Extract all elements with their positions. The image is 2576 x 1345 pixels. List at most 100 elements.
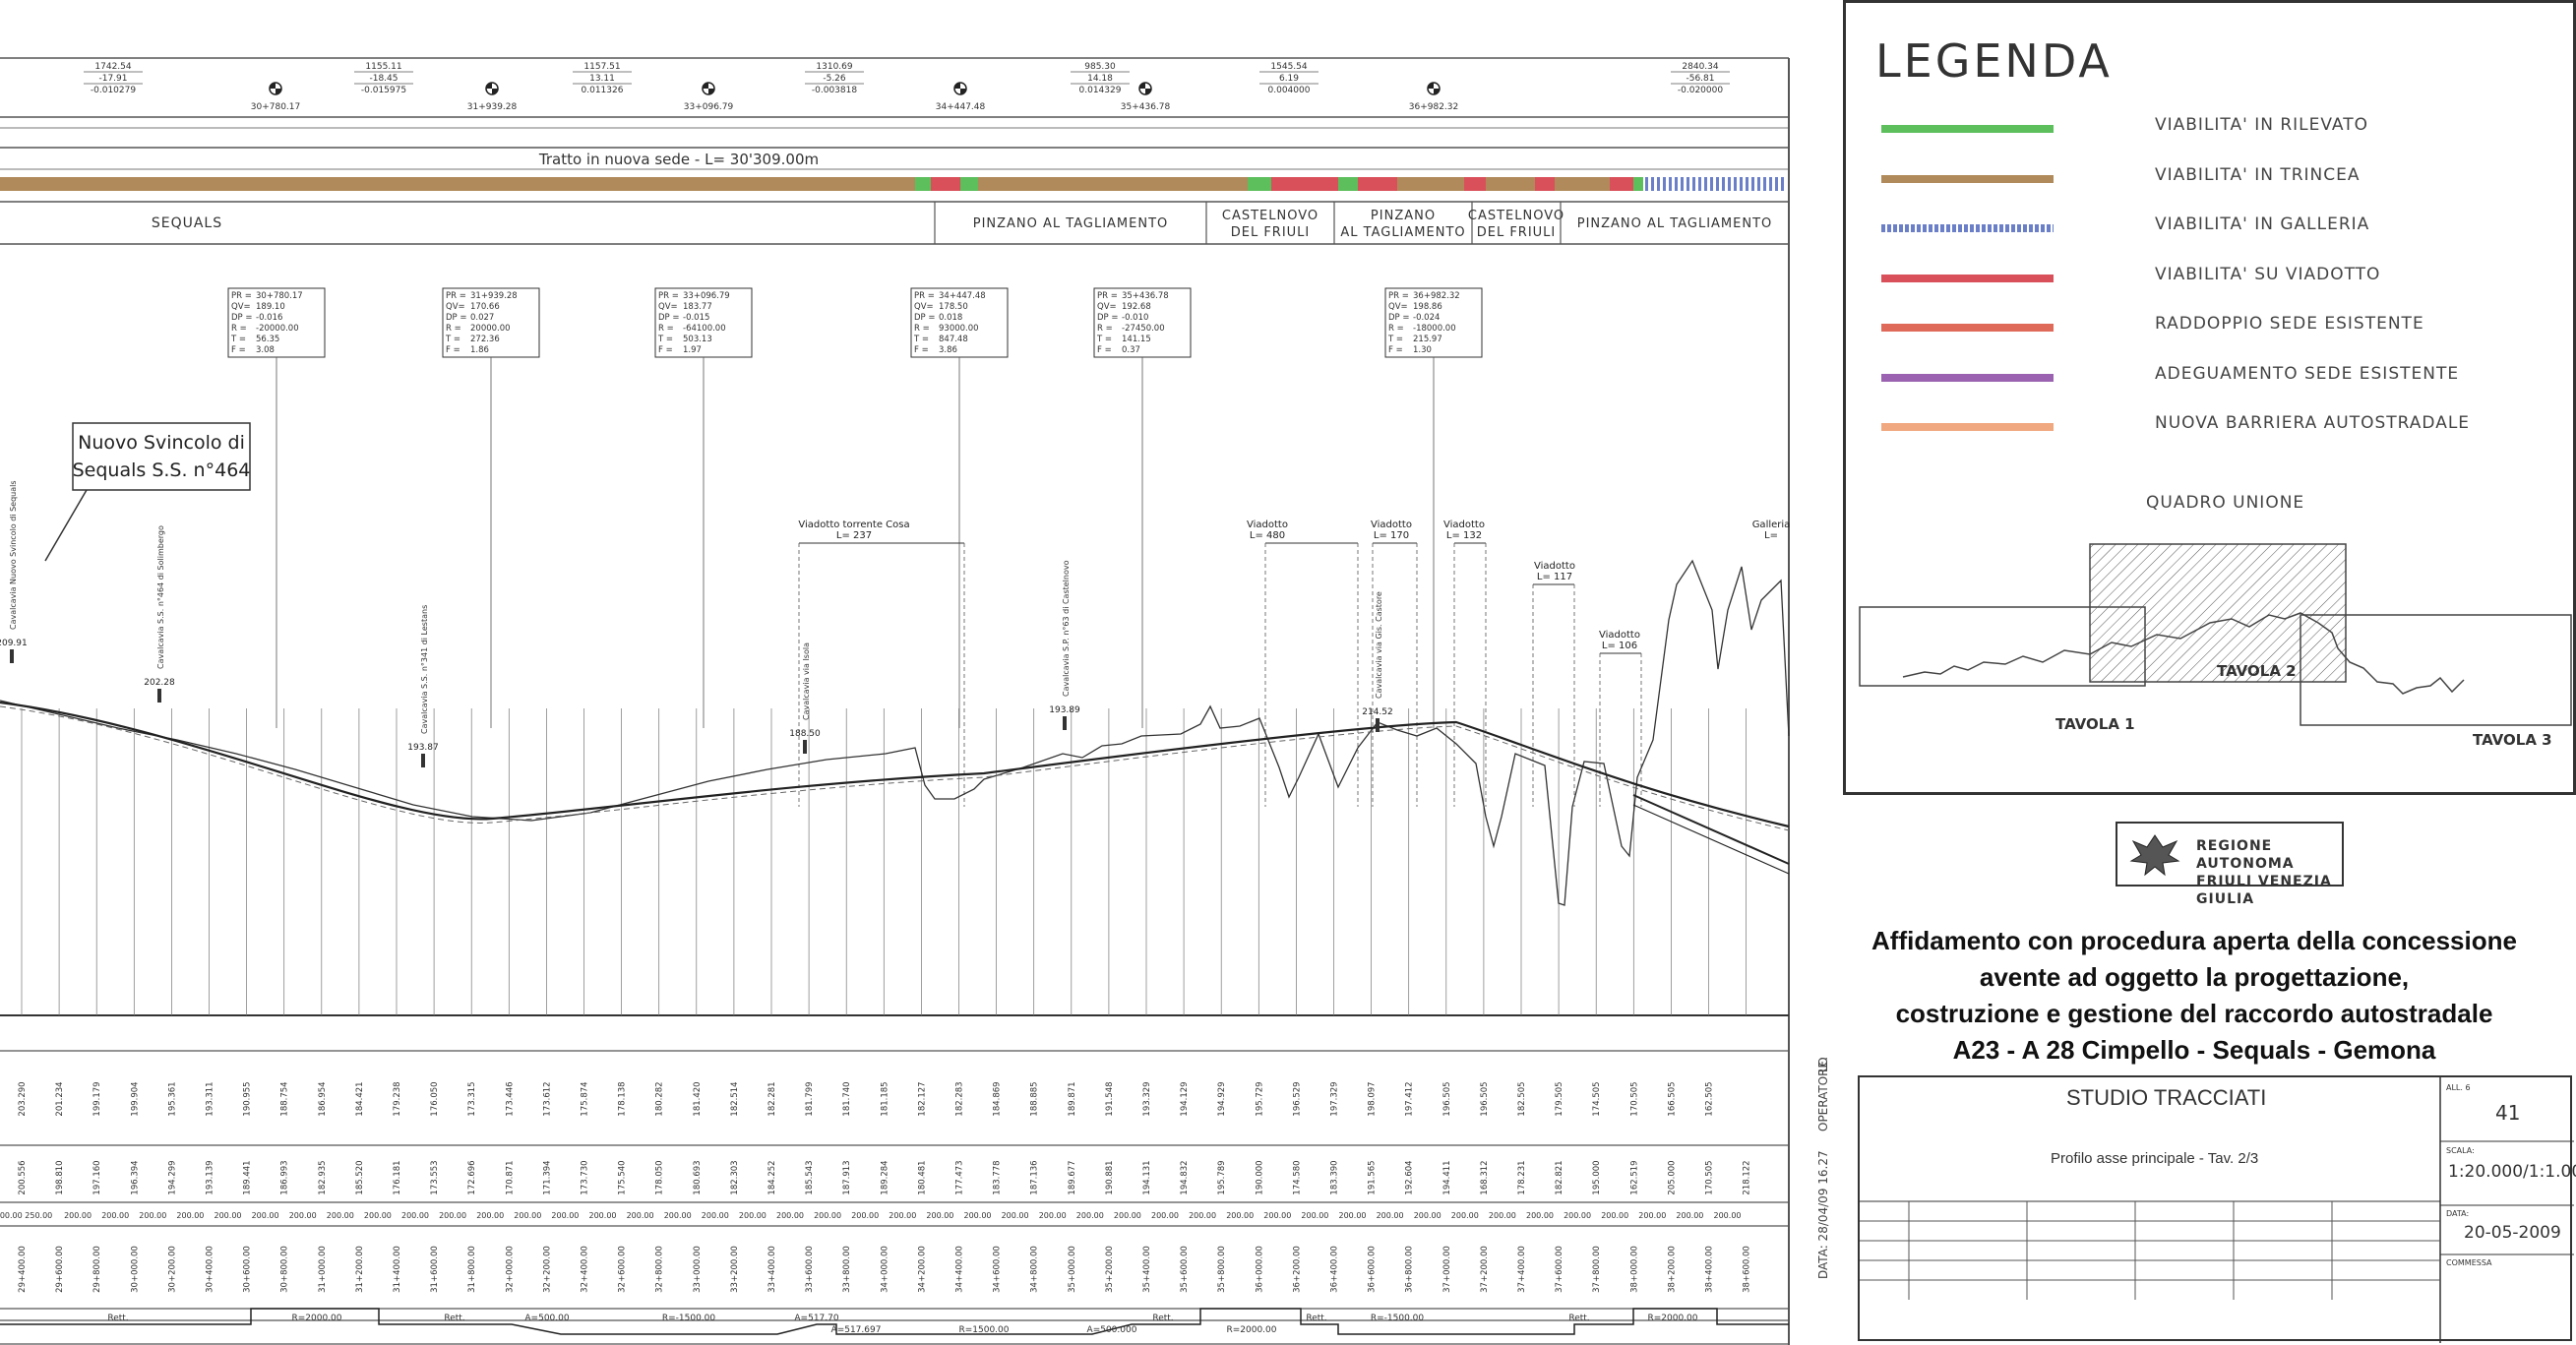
quote-a-cell: 174.505 [1592, 1081, 1602, 1116]
curve-box-key: PR = [658, 291, 679, 301]
legend-label: VIABILITA' SU VIADOTTO [2155, 264, 2381, 284]
curve-box-key: QV= [231, 302, 251, 312]
progressive-cell: 32+400.00 [581, 1246, 590, 1293]
tavola-1-label: TAVOLA 1 [2055, 715, 2135, 733]
progressive-cell: 29+400.00 [18, 1246, 28, 1293]
zone-label-line2: DEL FRIULI [1477, 225, 1557, 240]
curve-box-key: PR = [1388, 291, 1409, 301]
progressive-cell: 34+400.00 [955, 1246, 965, 1293]
viaduct-name: Viadotto [1443, 520, 1485, 530]
vertex-fill [703, 83, 714, 94]
curve-box-value: 198.86 [1413, 302, 1442, 312]
curve-box-value: 0.027 [470, 313, 494, 323]
distance-cell: 200.00 [664, 1211, 692, 1220]
legend-item: NUOVA BARRIERA AUTOSTRADALE [1881, 413, 2570, 437]
project-title: Affidamento con procedura aperta della c… [1850, 923, 2539, 1069]
structure-label: Cavalcavia via Isola [802, 642, 811, 720]
commessa-label: COMMESSA [2446, 1258, 2492, 1267]
strip-gallery-tick [1698, 177, 1701, 191]
strip-segment [1338, 177, 1358, 191]
curve-box-value: -64100.00 [683, 324, 726, 334]
top-value-c: 0.014329 [1079, 86, 1122, 95]
curve-box-value: 93000.00 [939, 324, 979, 334]
curve-box-value: 1.97 [683, 345, 702, 355]
distance-cell: 200.00 [1076, 1211, 1104, 1220]
viaduct-length: L= 132 [1446, 530, 1482, 541]
progressive-cell: 30+800.00 [280, 1246, 290, 1293]
progressive-cell: 38+600.00 [1743, 1246, 1752, 1293]
progressive-cell: 31+400.00 [393, 1246, 402, 1293]
curve-box-key: F = [1388, 345, 1403, 355]
curve-box-key: R = [914, 324, 930, 334]
progressive-cell: 32+600.00 [618, 1246, 628, 1293]
project-title-line4: A23 - A 28 Cimpello - Sequals - Gemona [1952, 1035, 2436, 1065]
progressive-cell: 32+800.00 [655, 1246, 665, 1293]
progressive-cell: 36+000.00 [1255, 1246, 1264, 1293]
progressive-cell: 33+200.00 [730, 1246, 740, 1293]
quote-a-cell: 186.954 [318, 1081, 328, 1116]
quote-b-cell: 187.136 [1030, 1160, 1040, 1194]
structure-label: Cavalcavia S.P. n°63 di Castelnovo [1062, 560, 1071, 697]
curve-box-value: 0.37 [1122, 345, 1140, 355]
quote-b-cell: 168.312 [1480, 1160, 1490, 1194]
quote-a-cell: 194.929 [1217, 1081, 1227, 1116]
quote-b-cell: 180.481 [917, 1160, 927, 1194]
quote-b-cell: 175.540 [618, 1160, 628, 1194]
curve-box-key: DP = [914, 313, 936, 323]
strip-gallery-tick [1757, 177, 1760, 191]
strip-gallery-tick [1692, 177, 1695, 191]
strip-gallery-tick [1722, 177, 1725, 191]
strip-segment [1610, 177, 1633, 191]
viaduct-length: L= 480 [1250, 530, 1285, 541]
distance-cell: 200.00 [1226, 1211, 1254, 1220]
distance-cell: 200.00 [551, 1211, 579, 1220]
progressive-cell: 30+200.00 [167, 1246, 177, 1293]
structure-label: Cavalcavia Nuovo Svincolo di Sequals [9, 480, 18, 630]
curve-box-key: QV= [1097, 302, 1117, 312]
legend-item: ADEGUAMENTO SEDE ESISTENTE [1881, 364, 2570, 388]
curve-box-key: F = [231, 345, 246, 355]
legend-swatch [1881, 373, 2054, 382]
distance-cell: 200.00 [964, 1211, 992, 1220]
distance-cell: 200.00 [1301, 1211, 1328, 1220]
project-title-line1: Affidamento con procedura aperta della c… [1871, 926, 2517, 955]
alignment-label: R=2000.00 [291, 1314, 341, 1323]
curve-box-value: -0.015 [683, 313, 709, 323]
strip-gallery-tick [1657, 177, 1660, 191]
alignment-label: Rett. [107, 1314, 128, 1323]
tav-subtitle: Profilo asse principale - Tav. 2/3 [2051, 1150, 2259, 1167]
viaduct-length: L= 170 [1374, 530, 1409, 541]
progressive-cell: 31+200.00 [355, 1246, 365, 1293]
top-value-b: 6.19 [1279, 74, 1299, 84]
structure-elevation: 188.50 [789, 729, 821, 739]
top-station-label: 36+982.32 [1409, 102, 1458, 112]
progressive-cell: 30+000.00 [130, 1246, 140, 1293]
viaduct-length: L= 106 [1602, 641, 1637, 651]
curve-box-value: -0.010 [1122, 313, 1148, 323]
top-value-b: -17.91 [98, 74, 127, 84]
curve-box-key: F = [914, 345, 929, 355]
logo-text: REGIONE AUTONOMA FRIULI VENEZIA GIULIA [2196, 837, 2342, 908]
structure-pier [421, 754, 425, 767]
vertex-icon [702, 82, 715, 95]
logo-line2: FRIULI VENEZIA GIULIA [2196, 874, 2332, 907]
curve-box-key: QV= [914, 302, 934, 312]
zone-label: PINZANO AL TAGLIAMENTO [973, 216, 1169, 231]
legend-swatch [1881, 274, 2054, 282]
curve-box-value: 20000.00 [470, 324, 511, 334]
legend-panel: LEGENDA VIABILITA' IN RILEVATO VIABILITA'… [1843, 0, 2576, 795]
curve-box-key: DP = [1097, 313, 1119, 323]
quote-a-cell: 199.179 [92, 1081, 102, 1116]
all-label: ALL. 6 [2446, 1083, 2471, 1092]
curve-box-value: 503.13 [683, 335, 712, 344]
strip-segment [1633, 177, 1643, 191]
strip-segment [1358, 177, 1397, 191]
distance-cell: 200.00 [101, 1211, 129, 1220]
legend-title: LEGENDA [1875, 34, 2113, 88]
curve-box [654, 287, 753, 358]
tavola-2-label: TAVOLA 2 [2217, 662, 2297, 680]
legend-label: VIABILITA' IN TRINCEA [2155, 164, 2361, 185]
data-value: 20-05-2009 [2464, 1223, 2561, 1243]
quote-a-cell: 182.127 [917, 1081, 927, 1116]
quote-a-cell: 196.529 [1292, 1081, 1302, 1116]
